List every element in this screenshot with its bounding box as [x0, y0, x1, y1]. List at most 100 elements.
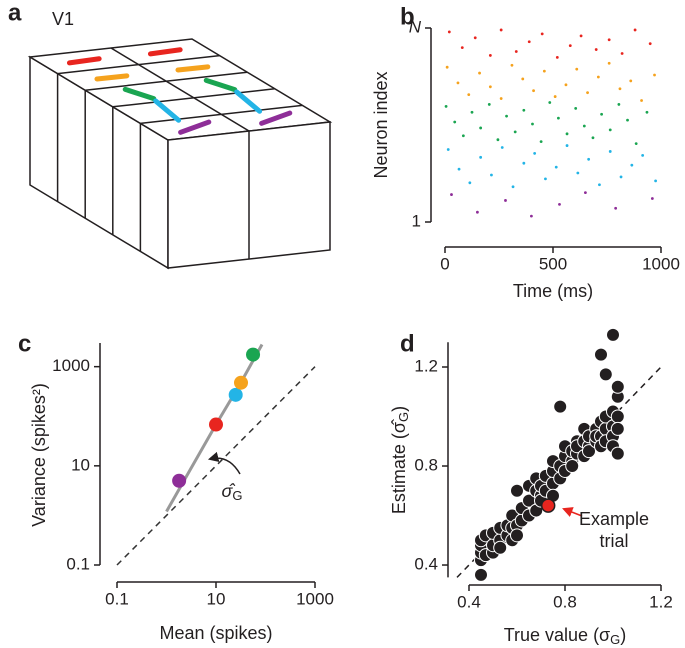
spike [591, 136, 595, 140]
annotation-text: σ̂ [222, 481, 236, 501]
spike [479, 126, 483, 130]
orientation-bar [66, 56, 102, 66]
spike [445, 65, 449, 69]
label-text: True value (σ [504, 625, 610, 645]
orientation-bar [259, 110, 293, 126]
data-point [510, 528, 524, 543]
x-axis-label: Mean (spikes) [159, 623, 272, 643]
spike [542, 69, 546, 73]
spike [576, 171, 580, 175]
spike [600, 112, 603, 116]
data-point [510, 483, 524, 498]
data-point [594, 347, 608, 362]
spike [607, 61, 611, 65]
spike [540, 32, 544, 36]
spike [532, 89, 535, 93]
spike [634, 142, 638, 146]
spike [504, 199, 507, 202]
spike [460, 46, 464, 49]
x-tick-label: 500 [539, 254, 567, 273]
x-tick-label: 1.2 [649, 592, 673, 611]
spike [457, 167, 461, 171]
y-tick-label: 0.8 [414, 455, 438, 474]
spike [568, 44, 572, 48]
spike [630, 163, 634, 167]
spike [530, 214, 533, 218]
orientation-bar [147, 47, 183, 57]
spike [473, 36, 477, 40]
panel-label: d [400, 330, 415, 357]
spike [478, 71, 481, 75]
annotation: trial [599, 531, 628, 551]
x-axis-label: Time (ms) [513, 281, 593, 301]
data-point [610, 421, 625, 436]
annotation-subscript: G [232, 488, 242, 503]
x-tick-label: 1000 [296, 589, 334, 608]
y-axis-label: Variance (spikes²) [29, 383, 49, 527]
spike [479, 155, 483, 159]
y-tick-label: 10 [71, 455, 90, 474]
diagram-label: V1 [52, 9, 74, 29]
y-tick-label: 1 [412, 211, 421, 230]
spike [608, 150, 612, 153]
orientation-bar [94, 73, 130, 82]
spike [620, 52, 624, 55]
column-edge [110, 47, 250, 132]
data-point [553, 399, 568, 414]
y-tick-label: 0.4 [414, 555, 438, 574]
spike [574, 106, 578, 110]
spike [514, 50, 518, 53]
spike [553, 95, 557, 98]
spike [650, 197, 654, 200]
spike [575, 67, 579, 71]
orientation-bar [203, 77, 238, 93]
spike [487, 103, 491, 106]
data-point [565, 459, 580, 474]
spike [488, 85, 492, 89]
spike [544, 177, 547, 181]
data-point [610, 379, 625, 394]
spike [645, 110, 649, 114]
y-axis-label: Estimate (σ̂G) [389, 406, 412, 514]
spike [510, 63, 514, 67]
data-point [246, 347, 261, 362]
spike [513, 130, 517, 134]
spike [617, 103, 621, 106]
annotation-arrow [207, 451, 241, 475]
spike [557, 116, 560, 120]
data-point [493, 540, 508, 555]
orientation-bar [178, 119, 212, 135]
spike [461, 134, 465, 138]
x-tick-label: 0.1 [105, 589, 129, 608]
spike [456, 81, 460, 85]
orientation-bar [153, 98, 182, 123]
annotation: Example [579, 509, 649, 529]
spike [500, 146, 504, 149]
data-point [610, 446, 625, 461]
spike [499, 97, 503, 100]
label-text: ) [389, 406, 409, 412]
spike [633, 28, 637, 32]
spike [446, 148, 450, 151]
spike [496, 138, 500, 142]
x-tick-label: 0.8 [553, 592, 577, 611]
x-axis-label: True value (σG) [504, 625, 627, 648]
label-text: Estimate (σ̂ [389, 419, 409, 514]
x-tick-label: 0.4 [457, 592, 481, 611]
spike [444, 104, 448, 108]
spike [586, 91, 589, 95]
data-point [172, 473, 187, 488]
spike [641, 153, 645, 157]
y-tick-label: 0.1 [66, 554, 90, 573]
data-point [606, 327, 620, 342]
y-tick-label: 1000 [52, 356, 90, 375]
spike [468, 181, 472, 185]
spike [564, 83, 568, 87]
spike [470, 110, 474, 114]
spike [582, 124, 586, 128]
spike [584, 191, 587, 195]
highlight-point [540, 498, 556, 513]
spike [626, 118, 629, 122]
data-point [598, 367, 613, 382]
